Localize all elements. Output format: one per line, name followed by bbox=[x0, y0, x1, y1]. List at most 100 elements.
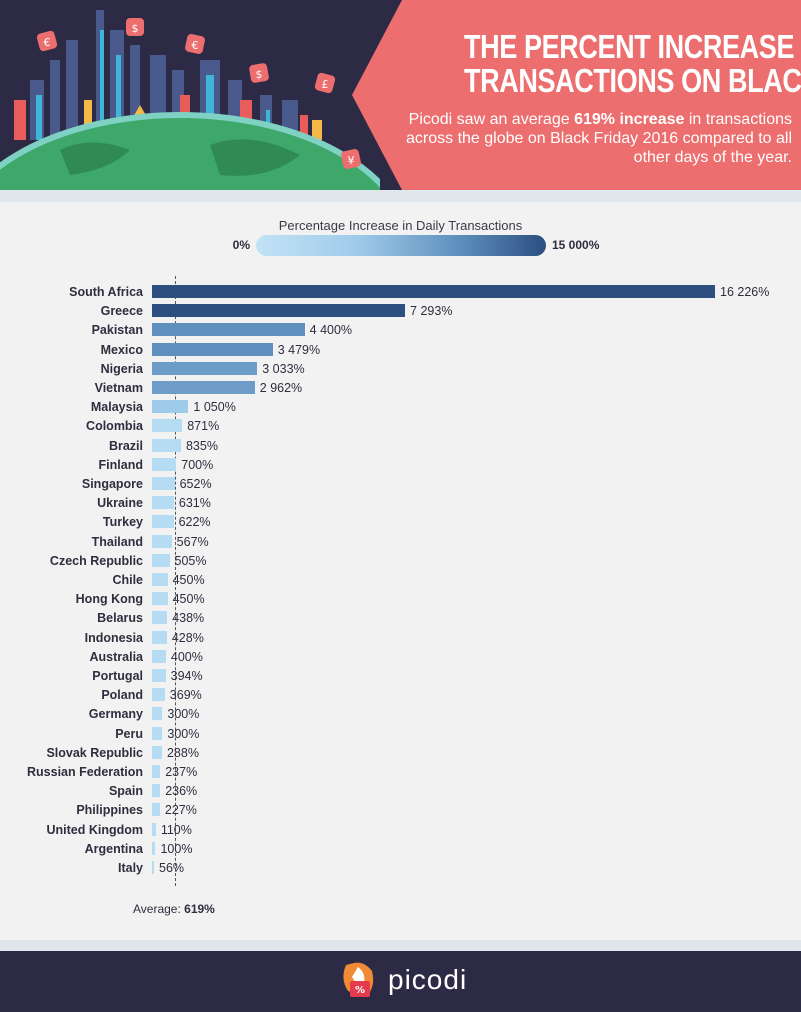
country-label: Czech Republic bbox=[49, 553, 143, 568]
value-label: 394% bbox=[170, 669, 203, 683]
value-label: 56% bbox=[159, 861, 185, 875]
bar bbox=[152, 765, 161, 778]
value-label: 3 479% bbox=[277, 342, 321, 357]
bottom-divider bbox=[0, 940, 801, 951]
bar bbox=[152, 457, 177, 471]
country-label: Hong Kong bbox=[75, 592, 143, 607]
subtitle-bold: 619% increase bbox=[574, 111, 685, 128]
value-label: 871% bbox=[187, 419, 220, 434]
bar bbox=[152, 592, 168, 606]
title-line-2: TRANSACTIONS ON BLACK FRIDAY bbox=[464, 62, 801, 99]
country-label: Belarus bbox=[97, 611, 143, 626]
bar bbox=[152, 649, 166, 663]
value-label: 700% bbox=[181, 457, 214, 472]
country-label: Argentina bbox=[84, 841, 143, 856]
bar-chart: South Africa 16 226% Greece 7 293% Pakistan 4… bbox=[0, 280, 801, 900]
value-label: 237% bbox=[165, 765, 198, 779]
bar bbox=[152, 534, 172, 548]
legend-title: Percentage Increase in Daily Transaction… bbox=[278, 218, 523, 233]
average-label-text: Average: bbox=[133, 902, 185, 916]
footer bbox=[0, 951, 801, 1012]
value-label: 652% bbox=[179, 477, 212, 491]
value-label: 300% bbox=[167, 726, 200, 741]
bar bbox=[152, 419, 183, 433]
country-label: Italy bbox=[117, 861, 143, 875]
country-label: Slovak Republic bbox=[46, 745, 143, 760]
country-label: Peru bbox=[115, 726, 143, 741]
header: € $ € $ £ ¥ THE PERCENT INCREASE IN DAIL… bbox=[0, 0, 801, 190]
value-label: 567% bbox=[176, 534, 209, 549]
bar bbox=[152, 573, 168, 586]
legend-gradient-bar bbox=[256, 235, 546, 256]
city-globe-illustration: € $ € $ £ ¥ bbox=[0, 0, 380, 190]
average-label: Average: 619% bbox=[133, 902, 215, 916]
country-label: Malaysia bbox=[90, 400, 143, 415]
value-label: 100% bbox=[160, 841, 193, 856]
bar bbox=[152, 400, 189, 414]
bar bbox=[152, 630, 167, 644]
bar bbox=[152, 285, 715, 298]
value-label: 450% bbox=[172, 573, 205, 587]
value-label: 236% bbox=[165, 784, 198, 799]
bar bbox=[152, 784, 161, 798]
value-label: 631% bbox=[178, 496, 211, 511]
bar bbox=[152, 841, 156, 855]
bar bbox=[152, 361, 258, 375]
bar bbox=[152, 381, 255, 394]
country-label: Germany bbox=[88, 707, 143, 722]
bar bbox=[152, 342, 273, 356]
bar bbox=[152, 861, 154, 874]
country-label: Russian Federation bbox=[27, 765, 143, 779]
top-divider bbox=[0, 190, 801, 202]
country-label: Ukraine bbox=[97, 496, 143, 511]
value-label: 2 962% bbox=[259, 381, 303, 395]
bar bbox=[152, 688, 165, 702]
country-label: United Kingdom bbox=[46, 822, 143, 837]
bar bbox=[152, 553, 170, 567]
subtitle-post: in transactions across the globe on Blac… bbox=[406, 111, 792, 166]
value-label: 7 293% bbox=[410, 304, 453, 319]
country-label: Spain bbox=[108, 784, 143, 799]
bar bbox=[152, 707, 163, 721]
country-label: Portugal bbox=[92, 669, 143, 683]
country-label: Poland bbox=[101, 688, 143, 703]
picodi-logo-text: picodi bbox=[388, 964, 468, 995]
title-block: THE PERCENT INCREASE IN DAILY TRANSACTIO… bbox=[392, 30, 801, 167]
country-label: Indonesia bbox=[84, 630, 143, 645]
value-label: 835% bbox=[185, 438, 218, 453]
title-banner bbox=[352, 0, 801, 190]
country-label: Australia bbox=[89, 649, 144, 664]
country-label: Philippines bbox=[76, 803, 143, 818]
value-label: 622% bbox=[178, 515, 211, 530]
country-label: Mexico bbox=[100, 342, 143, 357]
country-label: Nigeria bbox=[100, 361, 143, 376]
svg-text:€: € bbox=[192, 39, 199, 52]
country-label: Vietnam bbox=[94, 381, 143, 395]
value-label: 450% bbox=[172, 592, 205, 607]
average-value: 619% bbox=[184, 902, 215, 916]
value-label: 4 400% bbox=[309, 323, 353, 338]
country-label: Chile bbox=[112, 573, 143, 587]
value-label: 3 033% bbox=[262, 361, 305, 376]
bar bbox=[152, 822, 156, 836]
value-label: 110% bbox=[160, 822, 192, 837]
country-label: South Africa bbox=[69, 285, 143, 299]
value-label: 288% bbox=[166, 745, 199, 760]
svg-text:£: £ bbox=[322, 78, 329, 91]
value-label: 369% bbox=[169, 688, 202, 703]
value-label: 505% bbox=[174, 553, 207, 568]
country-label: Singapore bbox=[81, 477, 143, 491]
value-label: 438% bbox=[172, 611, 205, 626]
bar bbox=[152, 803, 160, 817]
country-label: Colombia bbox=[86, 419, 143, 434]
value-label: 400% bbox=[170, 649, 203, 664]
bar bbox=[152, 496, 174, 510]
average-reference-line bbox=[175, 276, 176, 886]
svg-text:%: % bbox=[355, 985, 365, 996]
bar bbox=[152, 304, 406, 318]
bar bbox=[152, 477, 175, 490]
subtitle: Picodi saw an average 619% increase in t… bbox=[392, 110, 792, 167]
country-label: Brazil bbox=[108, 438, 143, 453]
bar bbox=[152, 323, 305, 337]
value-label: 428% bbox=[171, 630, 204, 645]
